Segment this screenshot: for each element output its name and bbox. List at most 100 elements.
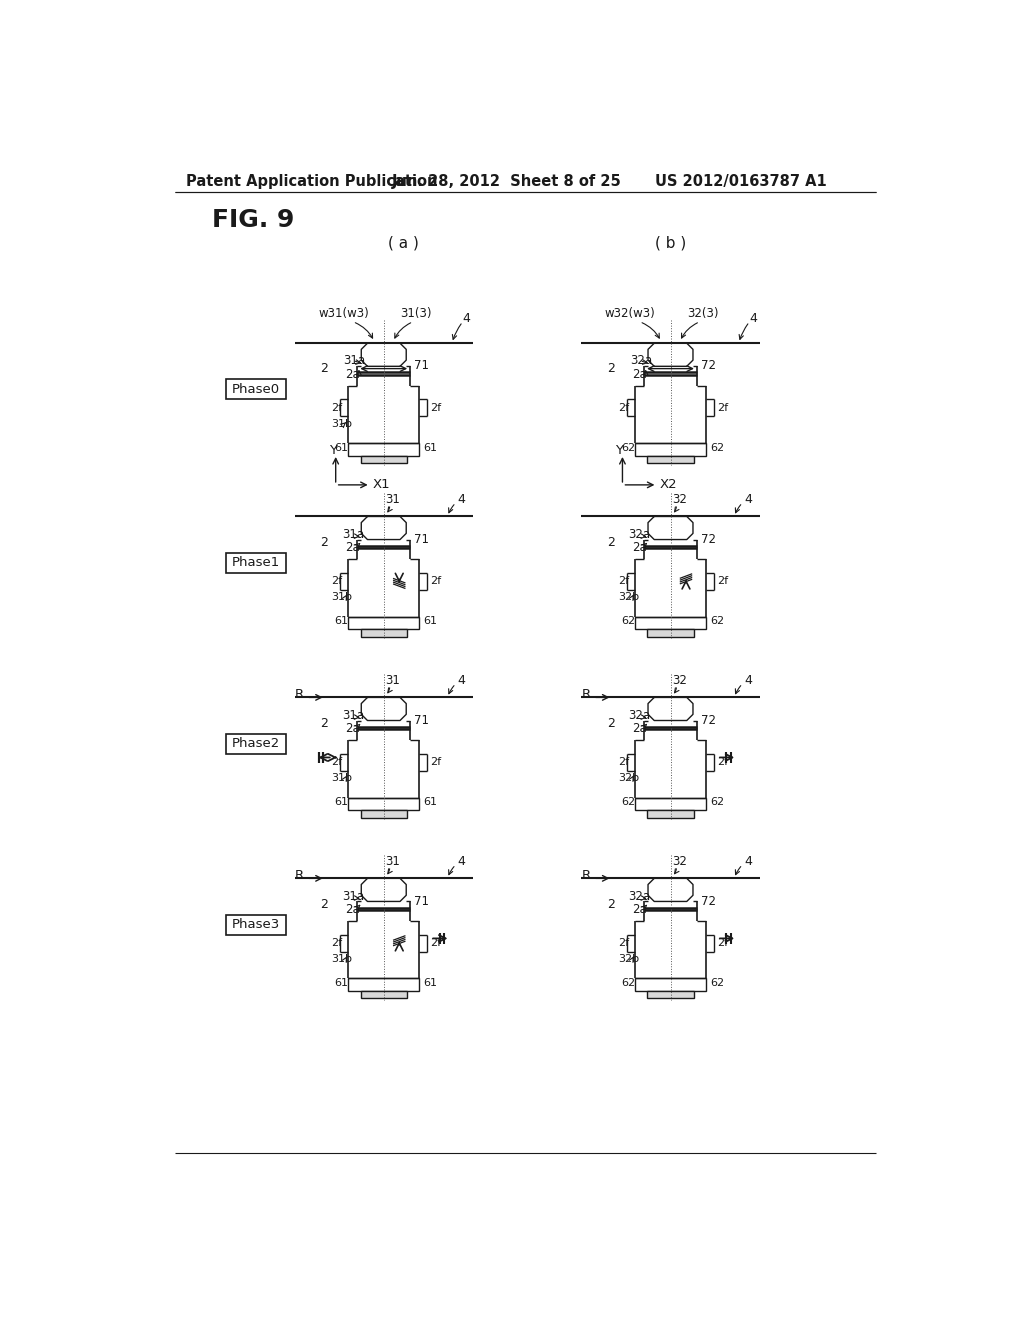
Bar — [360, 810, 407, 817]
Text: 62: 62 — [710, 616, 724, 626]
Bar — [635, 797, 707, 810]
Text: 4: 4 — [463, 312, 471, 325]
Text: 62: 62 — [710, 978, 724, 989]
Text: 71: 71 — [414, 895, 429, 908]
Text: R: R — [295, 688, 304, 701]
Text: 31a: 31a — [342, 528, 364, 541]
Text: FIG. 9: FIG. 9 — [212, 209, 294, 232]
Text: 2: 2 — [321, 898, 328, 911]
Text: 62: 62 — [621, 797, 635, 807]
Text: 72: 72 — [700, 714, 716, 727]
Text: X2: X2 — [659, 478, 677, 491]
Bar — [348, 978, 420, 991]
Text: 32a: 32a — [629, 890, 651, 903]
Text: ( a ): ( a ) — [388, 235, 419, 251]
Text: w31(w3): w31(w3) — [318, 308, 369, 321]
Text: 2f: 2f — [331, 939, 342, 948]
Text: 2f: 2f — [617, 939, 629, 948]
Text: 31a: 31a — [342, 709, 364, 722]
Text: 61: 61 — [334, 797, 348, 807]
Text: 61: 61 — [423, 978, 437, 989]
Text: R: R — [295, 869, 304, 882]
Text: Phase2: Phase2 — [231, 737, 280, 750]
Text: 32(3): 32(3) — [687, 308, 719, 321]
Text: 2f: 2f — [717, 758, 728, 767]
Text: 2: 2 — [321, 362, 328, 375]
Text: 2a: 2a — [345, 903, 359, 916]
Text: 31b: 31b — [331, 774, 352, 783]
Text: R: R — [582, 869, 591, 882]
Text: 2f: 2f — [617, 576, 629, 586]
Text: 2f: 2f — [617, 758, 629, 767]
Text: 2a: 2a — [345, 722, 359, 735]
Text: 2f: 2f — [331, 576, 342, 586]
Text: 31: 31 — [386, 492, 400, 506]
Text: 32a: 32a — [629, 709, 651, 722]
Text: 32: 32 — [673, 855, 687, 869]
Text: 4: 4 — [458, 675, 465, 686]
Text: 31b: 31b — [331, 954, 352, 964]
Text: Phase0: Phase0 — [231, 383, 280, 396]
Text: 2: 2 — [607, 362, 614, 375]
Text: 72: 72 — [700, 359, 716, 372]
Text: 2a: 2a — [632, 903, 646, 916]
Text: 61: 61 — [423, 444, 437, 453]
Text: 4: 4 — [744, 492, 752, 506]
Text: 62: 62 — [621, 616, 635, 626]
Text: 2a: 2a — [632, 541, 646, 554]
Text: 31(3): 31(3) — [400, 308, 432, 321]
Text: 2: 2 — [607, 536, 614, 549]
Text: 4: 4 — [744, 855, 752, 869]
Text: 62: 62 — [621, 444, 635, 453]
Text: 62: 62 — [621, 978, 635, 989]
Bar — [635, 444, 707, 455]
Text: 61: 61 — [423, 616, 437, 626]
Text: 2f: 2f — [430, 939, 441, 948]
Text: 61: 61 — [423, 797, 437, 807]
Text: 62: 62 — [710, 444, 724, 453]
Text: 31: 31 — [386, 855, 400, 869]
Bar — [647, 810, 693, 817]
Text: 71: 71 — [414, 714, 429, 727]
Text: X1: X1 — [373, 478, 390, 491]
Text: 2f: 2f — [331, 403, 342, 413]
Text: 32a: 32a — [629, 528, 651, 541]
Text: 31: 31 — [386, 675, 400, 686]
Text: 2f: 2f — [430, 576, 441, 586]
Text: 61: 61 — [334, 616, 348, 626]
Text: 2a: 2a — [345, 541, 359, 554]
Bar — [225, 553, 286, 573]
Bar — [647, 455, 693, 463]
Text: 72: 72 — [700, 895, 716, 908]
Text: R: R — [582, 688, 591, 701]
Text: 2a: 2a — [632, 368, 646, 381]
Text: 31a: 31a — [342, 890, 364, 903]
Text: 2f: 2f — [617, 403, 629, 413]
Bar — [225, 379, 286, 400]
Bar — [348, 444, 420, 455]
Text: 32a: 32a — [630, 354, 652, 367]
Text: 71: 71 — [414, 533, 429, 546]
Text: 2f: 2f — [717, 576, 728, 586]
Text: 2f: 2f — [430, 758, 441, 767]
Text: 31a: 31a — [343, 354, 366, 367]
Text: w32(w3): w32(w3) — [605, 308, 655, 321]
Text: Phase3: Phase3 — [231, 917, 280, 931]
Text: ( b ): ( b ) — [655, 235, 686, 251]
Text: 31b: 31b — [331, 418, 352, 429]
Text: 32: 32 — [673, 492, 687, 506]
Text: 2f: 2f — [717, 939, 728, 948]
Bar — [360, 991, 407, 998]
Bar — [635, 616, 707, 628]
Text: 4: 4 — [750, 312, 758, 325]
Text: 61: 61 — [334, 444, 348, 453]
Text: 2: 2 — [607, 717, 614, 730]
Text: Phase1: Phase1 — [231, 556, 280, 569]
Text: 71: 71 — [414, 359, 429, 372]
Text: 4: 4 — [744, 675, 752, 686]
Text: US 2012/0163787 A1: US 2012/0163787 A1 — [655, 174, 826, 189]
Text: 32b: 32b — [617, 954, 639, 964]
Text: 32b: 32b — [617, 593, 639, 602]
Text: 2f: 2f — [331, 758, 342, 767]
Text: 32: 32 — [673, 675, 687, 686]
